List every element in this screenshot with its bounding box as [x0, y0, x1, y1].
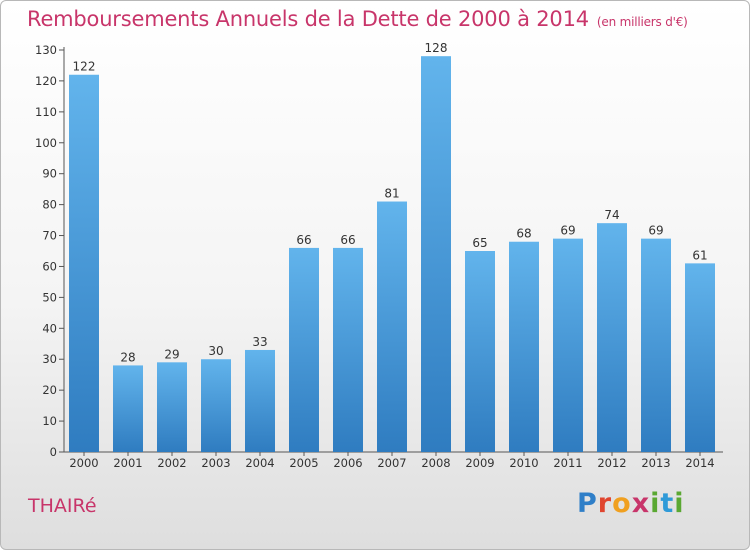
- x-tick-label: 2003: [201, 456, 230, 470]
- logo-letter: i: [674, 488, 685, 519]
- y-tick-label: 130: [35, 43, 57, 57]
- data-label: 28: [120, 350, 135, 364]
- chart-title-text: Remboursements Annuels de la Dette de 20…: [27, 7, 589, 31]
- data-label: 128: [425, 41, 448, 55]
- chart-bars: [69, 56, 715, 452]
- data-label: 65: [472, 236, 487, 250]
- bar: [553, 238, 583, 452]
- bar: [641, 238, 671, 452]
- y-tick-label: 40: [42, 321, 57, 335]
- y-tick-label: 50: [42, 290, 57, 304]
- bar: [333, 247, 363, 452]
- logo-letter: i: [650, 488, 661, 519]
- bar: [685, 263, 715, 452]
- x-tick-label: 2014: [685, 456, 714, 470]
- data-label: 66: [296, 233, 311, 247]
- data-label: 74: [604, 208, 619, 222]
- bar: [69, 74, 99, 452]
- data-label: 61: [692, 248, 707, 262]
- x-tick-label: 2013: [641, 456, 670, 470]
- x-tick-label: 2004: [245, 456, 274, 470]
- data-label: 66: [340, 233, 355, 247]
- bar: [289, 247, 319, 452]
- data-label: 29: [164, 347, 179, 361]
- x-tick-label: 2011: [553, 456, 582, 470]
- data-label: 30: [208, 344, 223, 358]
- x-tick-label: 2001: [113, 456, 142, 470]
- logo-letter: o: [612, 488, 632, 519]
- y-tick-label: 90: [42, 167, 57, 181]
- logo-letter: x: [631, 488, 651, 519]
- y-tick-label: 120: [35, 74, 57, 88]
- y-tick-label: 70: [42, 229, 57, 243]
- chart-title: Remboursements Annuels de la Dette de 20…: [27, 7, 688, 31]
- logo-letter: t: [660, 488, 675, 519]
- bar: [245, 349, 275, 452]
- x-tick-label: 2012: [597, 456, 626, 470]
- y-tick-label: 80: [42, 198, 57, 212]
- logo-letter: P: [577, 488, 598, 519]
- x-tick-label: 2005: [289, 456, 318, 470]
- bar: [377, 201, 407, 452]
- logo-letter: r: [597, 488, 613, 519]
- y-tick-label: 60: [42, 259, 57, 273]
- data-label: 122: [73, 60, 96, 74]
- bar: [465, 251, 495, 452]
- x-tick-label: 2002: [157, 456, 186, 470]
- data-label: 33: [252, 335, 267, 349]
- bar: [157, 362, 187, 452]
- chart-subtitle: (en milliers d'€): [596, 15, 688, 29]
- bar: [201, 359, 231, 452]
- proxiti-logo: Proxiti: [577, 488, 685, 519]
- data-label: 69: [560, 224, 575, 238]
- chart-axes: 0 10 20 30 40 50 60 70 80 90 100 110 120 130 2000 2001 2…: [35, 43, 723, 470]
- bar: [421, 56, 451, 452]
- bar: [597, 223, 627, 452]
- data-label: 81: [384, 187, 399, 201]
- data-label: 68: [516, 227, 531, 241]
- x-tick-label: 2008: [421, 456, 450, 470]
- y-tick-label: 110: [35, 105, 57, 119]
- bar: [509, 241, 539, 452]
- x-tick-label: 2010: [509, 456, 538, 470]
- chart-data-labels: 122 28 29 30 33 66 66 81 128 65 68 69 74 69 61: [73, 41, 708, 364]
- x-tick-label: 2009: [465, 456, 494, 470]
- y-tick-label: 100: [35, 136, 57, 150]
- y-tick-label: 10: [42, 414, 57, 428]
- y-tick-label: 30: [42, 352, 57, 366]
- x-tick-label: 2006: [333, 456, 362, 470]
- bar: [113, 365, 143, 452]
- y-tick-label: 20: [42, 383, 57, 397]
- commune-name: THAIRé: [28, 495, 97, 517]
- data-label: 69: [648, 224, 663, 238]
- x-tick-label: 2000: [69, 456, 98, 470]
- y-tick-label: 0: [50, 445, 57, 459]
- x-tick-label: 2007: [377, 456, 406, 470]
